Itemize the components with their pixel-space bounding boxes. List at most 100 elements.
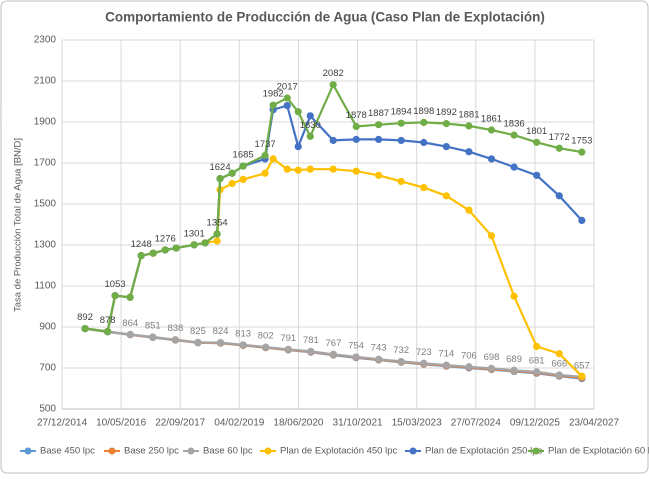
x-tick-label: 09/12/2025	[510, 418, 560, 429]
data-point	[442, 361, 450, 369]
data-point	[533, 171, 541, 179]
y-tick-label: 1300	[34, 240, 57, 251]
data-point	[555, 371, 563, 379]
legend-label: Plan de Explotación 450 lpc	[280, 446, 397, 457]
data-label: 657	[574, 360, 590, 371]
data-label: 2082	[323, 68, 344, 79]
data-point	[533, 368, 541, 376]
data-label: 1276	[155, 233, 176, 244]
data-label: 1624	[209, 162, 230, 173]
y-tick-label: 1100	[34, 281, 56, 292]
y-tick-label: 700	[39, 363, 56, 374]
data-point	[306, 132, 314, 140]
data-label: 824	[213, 326, 229, 337]
data-point	[329, 81, 337, 89]
data-point	[283, 165, 291, 173]
legend-label: Base 60 lpc	[203, 446, 253, 457]
data-label: 2017	[277, 82, 298, 93]
data-label: 1301	[184, 228, 205, 239]
y-tick-label: 2100	[34, 76, 57, 87]
data-point	[149, 333, 157, 341]
data-point	[374, 135, 383, 144]
data-label: 864	[122, 318, 138, 329]
data-point	[171, 336, 179, 344]
data-point	[352, 135, 360, 144]
data-point	[81, 325, 89, 333]
data-label: 1685	[233, 150, 254, 161]
data-point	[294, 166, 302, 174]
legend-swatch	[264, 447, 272, 455]
legend-swatch	[187, 447, 195, 455]
x-tick-label: 23/04/2027	[569, 418, 619, 429]
data-point	[465, 363, 473, 371]
data-label: 681	[529, 355, 545, 366]
data-label: 1894	[391, 107, 412, 118]
x-tick-label: 04/02/2019	[214, 418, 264, 429]
data-point	[294, 108, 302, 116]
data-point	[190, 241, 198, 249]
y-tick-label: 1700	[34, 158, 57, 169]
data-point	[161, 246, 169, 254]
x-tick-label: 22/09/2017	[155, 418, 205, 429]
data-point	[216, 338, 225, 347]
data-point	[510, 163, 518, 171]
chart-title: Comportamiento de Producción de Agua (Ca…	[105, 10, 545, 25]
data-label: 767	[326, 338, 342, 349]
legend-label: Plan de Explotación 60 lpc	[548, 446, 649, 457]
data-point	[228, 169, 236, 177]
legend-swatch	[24, 447, 32, 455]
data-point	[201, 239, 209, 247]
data-point	[555, 144, 563, 152]
data-label: 1737	[255, 139, 276, 150]
data-point	[442, 192, 450, 200]
data-point	[294, 143, 302, 151]
data-label: 1753	[571, 136, 592, 147]
data-label: 1248	[131, 239, 152, 250]
series	[81, 81, 586, 336]
data-point	[352, 167, 360, 175]
y-tick-label: 2300	[34, 35, 57, 46]
data-point	[239, 162, 247, 170]
data-point	[397, 357, 405, 366]
data-point	[397, 119, 405, 127]
legend-label: Base 250 lpc	[124, 446, 179, 457]
data-point	[329, 350, 338, 358]
data-point	[465, 206, 473, 214]
y-axis-label: Tasa de Producción Total de Agua [BN/D]	[13, 138, 24, 312]
data-point	[262, 343, 270, 351]
data-point	[284, 345, 292, 353]
data-point	[555, 192, 563, 200]
data-label: 1878	[346, 110, 367, 121]
x-tick-label: 10/05/2016	[96, 418, 146, 429]
data-label: 1354	[207, 217, 228, 228]
data-label: 813	[235, 328, 251, 339]
data-point	[465, 148, 473, 156]
y-tick-label: 500	[39, 404, 56, 415]
data-label: 1772	[549, 132, 570, 143]
data-point	[216, 174, 224, 183]
data-point	[239, 341, 247, 349]
data-label: 838	[167, 323, 183, 334]
data-point	[397, 136, 405, 145]
data-point	[442, 120, 450, 128]
data-point	[420, 359, 428, 367]
data-point	[329, 136, 337, 145]
data-point	[578, 148, 586, 156]
y-tick-label: 1900	[34, 117, 57, 128]
data-point	[533, 138, 541, 146]
data-label: 802	[258, 331, 274, 342]
data-label: 1892	[436, 107, 457, 118]
data-point	[397, 177, 405, 186]
data-label: 825	[190, 326, 206, 337]
data-label: 781	[303, 335, 319, 346]
data-point	[578, 372, 586, 380]
data-point	[510, 131, 518, 139]
data-label: 1053	[105, 279, 126, 290]
data-point	[352, 353, 360, 361]
data-point	[555, 350, 563, 358]
data-point	[442, 143, 450, 151]
data-point	[374, 355, 383, 363]
data-point	[510, 292, 518, 300]
data-label: 666	[551, 358, 567, 369]
data-point	[420, 118, 428, 127]
